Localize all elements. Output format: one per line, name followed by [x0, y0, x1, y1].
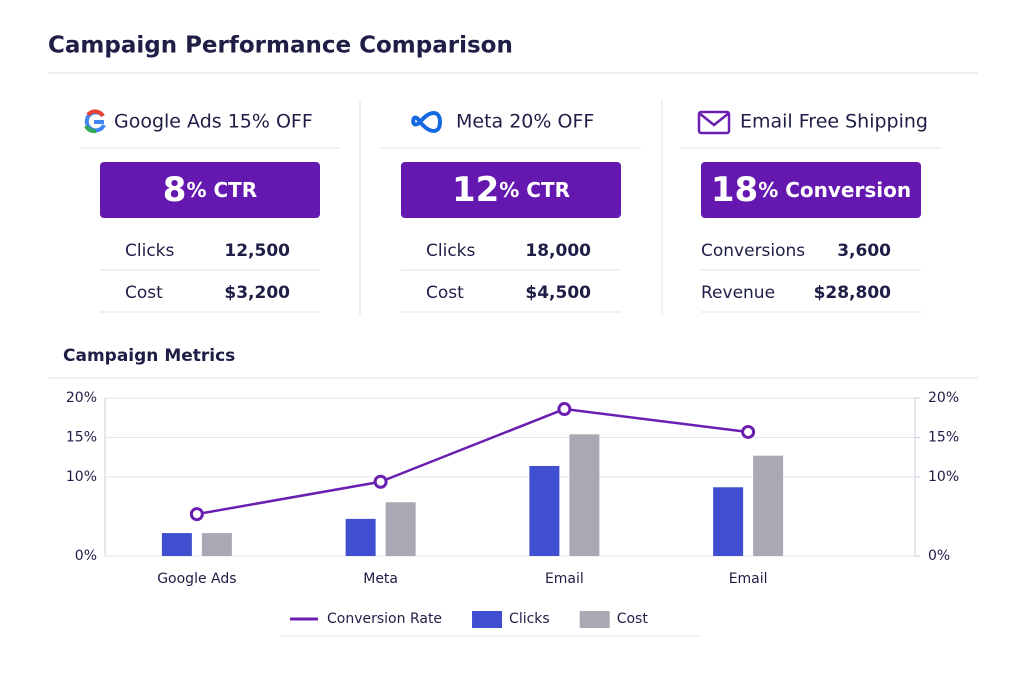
email-icon: [697, 110, 731, 135]
headline: 18% Conversion: [711, 170, 911, 210]
legend-swatch: [579, 611, 610, 628]
x-tick-label: Google Ads: [157, 571, 236, 587]
y-tick-label: 20%: [66, 390, 97, 406]
meta-icon: [411, 111, 443, 133]
row-label: Clicks: [125, 241, 175, 261]
google-icon: [84, 109, 106, 134]
row-value: 12,500: [224, 241, 290, 261]
card-title: Email Free Shipping: [740, 111, 928, 133]
headline-unit: % Conversion: [758, 178, 911, 202]
y2-tick-label: 20%: [928, 390, 959, 406]
legend-swatch: [472, 611, 503, 628]
row-label: Conversions: [701, 241, 805, 261]
row-value: 18,000: [525, 241, 591, 261]
row-label: Cost: [426, 283, 464, 303]
x-tick-label: Meta: [363, 571, 398, 587]
y-tick-label: 15%: [66, 430, 97, 446]
headline-value: 12: [452, 170, 499, 210]
headline-box: [100, 162, 320, 218]
row-value: $28,800: [814, 283, 892, 303]
headline: 12% CTR: [452, 170, 570, 210]
headline-value: 8: [163, 170, 187, 210]
bar: [161, 533, 192, 556]
headline-box: [401, 162, 621, 218]
y2-tick-label: 15%: [928, 430, 959, 446]
chart-title: Campaign Metrics: [63, 346, 235, 366]
bar: [385, 502, 416, 556]
card-title: Meta 20% OFF: [456, 111, 594, 133]
x-tick-label: Email: [545, 571, 584, 587]
card-title: Google Ads 15% OFF: [114, 111, 313, 133]
point: [189, 507, 204, 522]
page-title: Campaign Performance Comparison: [48, 33, 513, 59]
bar: [713, 487, 744, 556]
point: [741, 424, 756, 439]
y-tick-label: 0%: [75, 548, 97, 564]
bar: [753, 455, 784, 556]
row-value: 3,600: [837, 241, 891, 261]
point: [557, 402, 572, 417]
y2-tick-label: 0%: [928, 548, 950, 564]
row-label: Revenue: [701, 283, 775, 303]
legend-label: Conversion Rate: [327, 611, 442, 627]
row-value: $4,500: [525, 283, 591, 303]
headline-box: [701, 162, 921, 218]
bar: [345, 518, 376, 556]
headline: 8% CTR: [163, 170, 257, 210]
point: [373, 474, 388, 489]
legend-label: Cost: [617, 611, 649, 627]
headline-unit: % CTR: [499, 178, 570, 202]
x-tick-label: Email: [729, 571, 768, 587]
row-label: Clicks: [426, 241, 476, 261]
headline-unit: % CTR: [186, 178, 257, 202]
bar: [201, 533, 232, 556]
bar: [529, 465, 560, 556]
headline-value: 18: [711, 170, 758, 210]
y2-tick-label: 10%: [928, 469, 959, 485]
bar: [569, 434, 600, 556]
row-value: $3,200: [224, 283, 290, 303]
row-label: Cost: [125, 283, 163, 303]
y-tick-label: 10%: [66, 469, 97, 485]
line: [196, 407, 749, 516]
legend-label: Clicks: [509, 611, 550, 627]
